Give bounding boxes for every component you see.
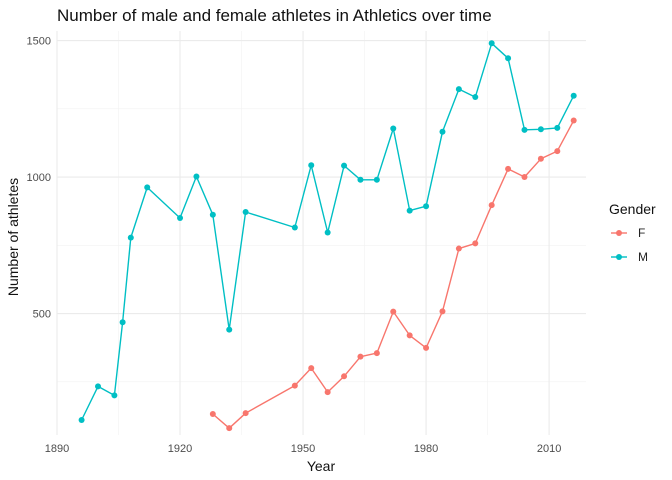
data-point-M: [373, 176, 380, 183]
data-point-F: [357, 353, 364, 360]
data-point-F: [308, 365, 315, 372]
data-point-F: [472, 240, 479, 247]
data-point-M: [537, 126, 544, 133]
data-point-M: [209, 211, 216, 218]
data-point-M: [505, 55, 512, 62]
data-point-M: [390, 125, 397, 132]
data-point-F: [226, 425, 233, 432]
data-point-M: [242, 208, 249, 215]
data-point-F: [373, 350, 380, 357]
legend: Gender FM: [609, 201, 656, 264]
x-axis-ticks: 1890 1920 1950 1980 2010: [45, 443, 562, 455]
data-point-M: [111, 392, 118, 399]
data-point-M: [439, 128, 446, 135]
y-tick-label: 1500: [27, 36, 51, 48]
data-point-F: [242, 410, 249, 417]
minor-gridlines: [57, 31, 586, 435]
legend-key-point-M: [616, 254, 622, 260]
series-layer: [78, 40, 577, 432]
y-tick-label: 500: [33, 309, 51, 321]
data-point-M: [127, 234, 134, 241]
data-point-M: [119, 319, 126, 326]
data-point-F: [570, 117, 577, 124]
data-point-F: [488, 202, 495, 209]
data-point-M: [193, 173, 200, 180]
data-point-F: [209, 410, 216, 417]
data-point-F: [455, 245, 462, 252]
data-point-F: [521, 174, 528, 181]
data-point-M: [291, 224, 298, 231]
data-point-F: [341, 373, 348, 380]
x-tick-label: 2010: [537, 443, 561, 455]
data-point-M: [177, 214, 184, 221]
x-axis-title: Year: [307, 458, 336, 474]
data-point-M: [521, 126, 528, 133]
data-point-M: [226, 326, 233, 333]
data-point-F: [324, 389, 331, 396]
data-point-M: [488, 40, 495, 47]
legend-title: Gender: [609, 201, 656, 217]
legend-label-F: F: [638, 226, 645, 240]
data-point-M: [357, 176, 364, 183]
data-point-F: [439, 308, 446, 315]
legend-label-M: M: [638, 250, 648, 264]
data-point-M: [95, 383, 102, 390]
x-tick-label: 1890: [45, 443, 69, 455]
data-point-F: [291, 382, 298, 389]
legend-key-point-F: [616, 230, 622, 236]
x-tick-label: 1920: [168, 443, 192, 455]
y-axis-title: Number of athletes: [5, 178, 21, 296]
chart-title: Number of male and female athletes in At…: [57, 6, 492, 25]
data-point-F: [390, 308, 397, 315]
data-point-M: [423, 203, 430, 210]
data-point-M: [455, 86, 462, 93]
data-point-M: [144, 184, 151, 191]
y-tick-label: 1000: [27, 172, 51, 184]
data-point-F: [406, 332, 413, 339]
y-axis-ticks: 500 1000 1500: [27, 36, 51, 321]
data-point-M: [472, 94, 479, 101]
data-point-M: [78, 416, 85, 423]
data-point-M: [570, 92, 577, 99]
data-point-M: [308, 162, 315, 169]
data-point-M: [324, 229, 331, 236]
data-point-M: [406, 207, 413, 214]
data-point-M: [341, 162, 348, 169]
data-point-F: [537, 155, 544, 162]
x-tick-label: 1980: [414, 443, 438, 455]
data-point-F: [423, 344, 430, 351]
data-point-F: [554, 148, 561, 155]
x-tick-label: 1950: [291, 443, 315, 455]
major-gridlines: [56, 31, 586, 435]
data-point-M: [554, 124, 561, 131]
data-point-F: [505, 165, 512, 172]
